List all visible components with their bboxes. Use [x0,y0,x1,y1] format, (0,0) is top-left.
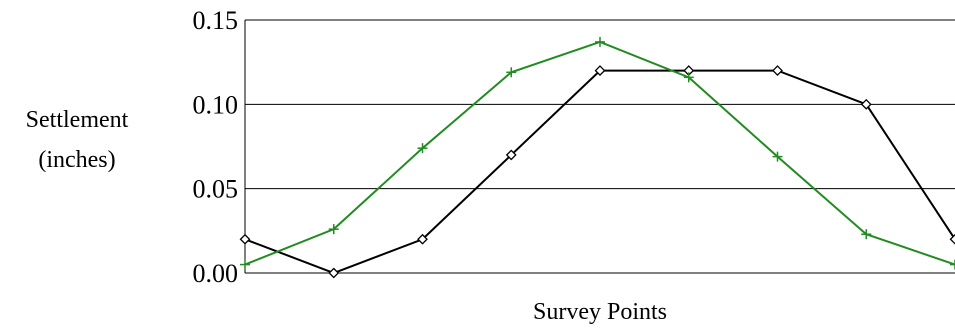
series-group [239,36,955,279]
series-line-1 [244,69,955,275]
data-point-plus [595,36,605,47]
data-point-diamond [239,233,251,245]
y-tick-label: 0.00 [193,259,239,288]
data-point-plus [772,151,783,162]
y-tick-labels: 0.00 0.05 0.10 0.15 [193,6,239,288]
data-point-diamond [417,233,428,245]
x-axis-label: Survey Points [533,299,667,325]
data-point-diamond [949,233,955,245]
data-point-plus [417,143,428,154]
data-point-diamond [594,65,606,77]
data-point-plus [506,67,517,78]
data-point-diamond [505,149,517,161]
data-point-plus [328,224,339,235]
data-point-diamond [328,267,340,279]
y-axis-label-line-2: (inches) [38,147,115,173]
y-tick-label: 0.10 [193,90,239,119]
y-axis-label-line-1: Settlement [26,107,129,133]
data-point-plus [950,259,955,270]
data-point-diamond [772,65,783,77]
data-point-plus [240,259,250,270]
gridlines [244,19,955,274]
data-point-plus [683,72,694,83]
data-point-plus [861,229,872,240]
y-tick-label: 0.15 [193,6,239,35]
y-tick-label: 0.05 [193,175,239,204]
data-point-diamond [860,98,872,110]
